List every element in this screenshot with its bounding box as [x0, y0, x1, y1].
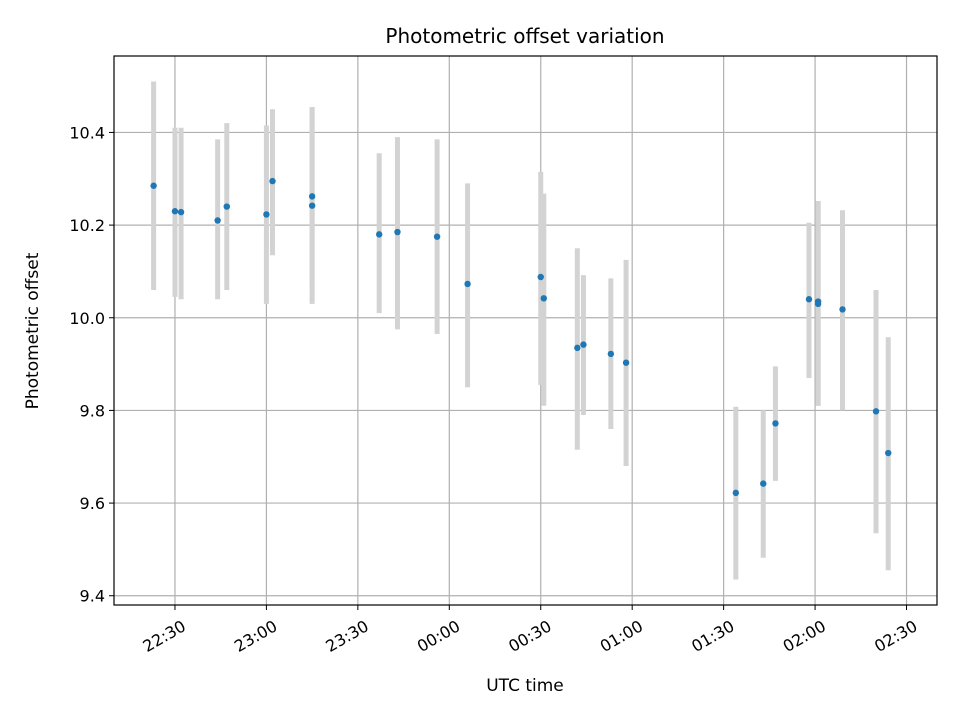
data-point	[394, 228, 401, 236]
data-point	[622, 359, 630, 366]
data-point	[580, 341, 587, 348]
y-tick-label: 10.0	[69, 309, 105, 328]
data-point	[607, 350, 615, 358]
y-tick-label: 10.4	[69, 123, 105, 142]
y-axis-label: Photometric offset	[23, 252, 43, 409]
data-point	[885, 449, 892, 457]
chart-title: Photometric offset variation	[385, 24, 664, 48]
data-point	[269, 177, 276, 185]
data-point	[839, 306, 846, 313]
data-point	[772, 420, 779, 427]
data-point	[433, 233, 441, 240]
data-point	[223, 203, 230, 210]
y-tick-label: 10.2	[69, 216, 105, 235]
data-point	[540, 295, 547, 302]
data-point	[263, 211, 270, 218]
y-tick-label: 9.4	[80, 587, 105, 606]
y-tick-label: 9.6	[80, 494, 105, 513]
data-point	[308, 202, 316, 209]
data-point	[872, 408, 880, 415]
y-tick-label: 9.8	[80, 401, 105, 420]
data-point	[214, 217, 221, 224]
data-point	[308, 193, 316, 200]
plot-frame	[113, 55, 938, 606]
data-point	[464, 280, 471, 288]
grid	[114, 56, 937, 605]
data-point	[760, 480, 767, 487]
data-point	[805, 296, 813, 303]
data-point	[574, 344, 581, 352]
data-point	[537, 273, 544, 281]
data-point	[375, 231, 383, 238]
y-axis-ticks: 9.4 9.6 9.8 10.0 10.2 10.4	[69, 123, 114, 606]
data-point	[814, 300, 822, 308]
data-point	[171, 208, 179, 215]
x-axis-label: UTC time	[486, 676, 564, 696]
data-point	[150, 182, 157, 189]
data-point	[177, 208, 185, 216]
data-point	[732, 489, 740, 497]
data-points	[150, 177, 892, 497]
